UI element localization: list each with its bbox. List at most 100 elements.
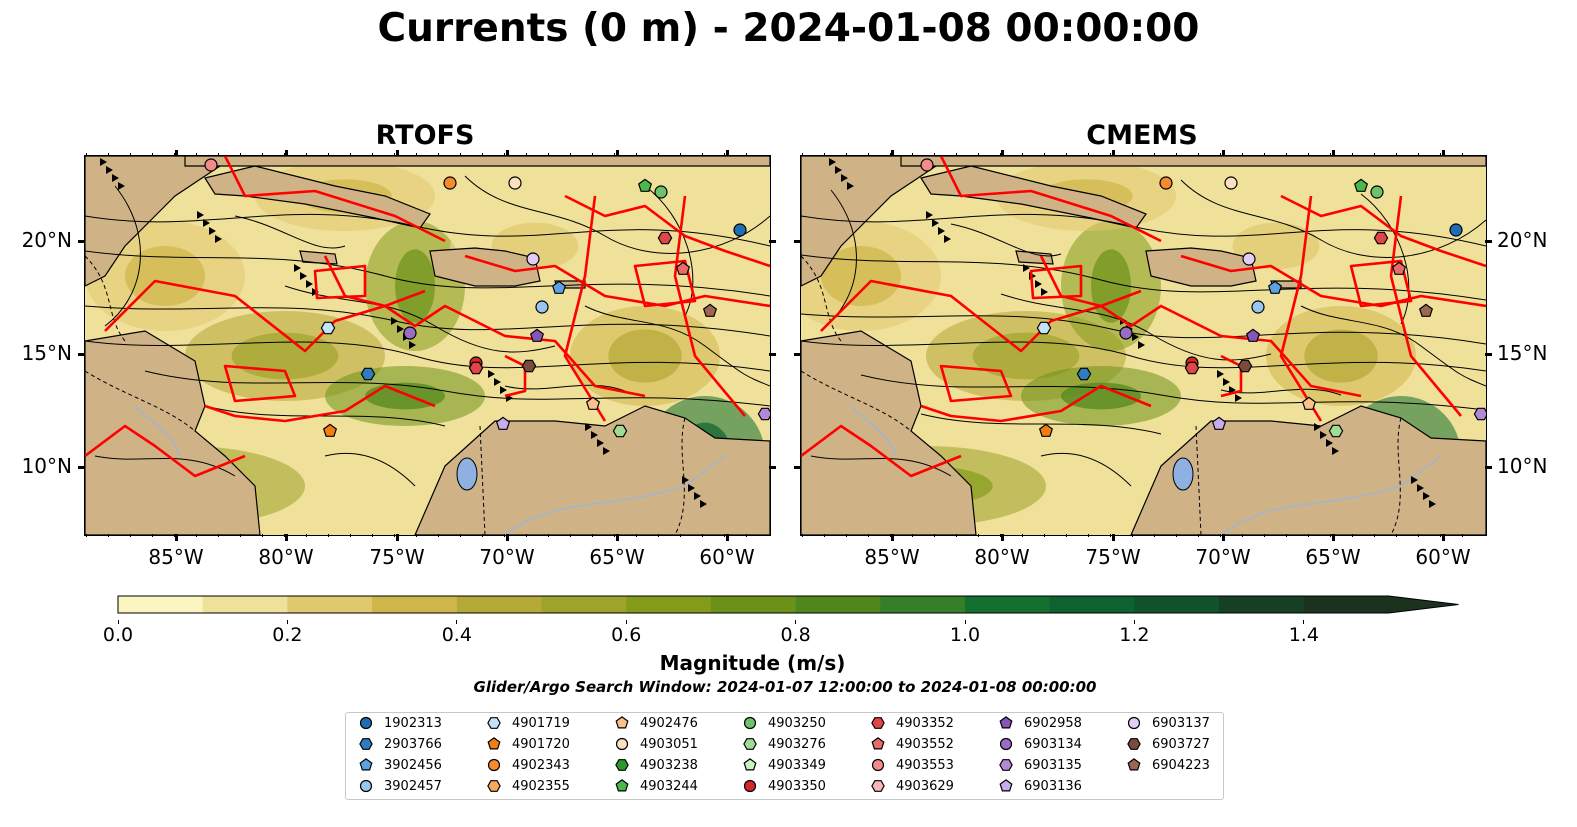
tick-mark: [1440, 153, 1441, 156]
legend-label: 4903553: [896, 757, 954, 773]
tick-mark: [306, 534, 307, 537]
tick-mark: [824, 153, 825, 156]
land-polygon: [900, 156, 1486, 167]
tick-mark: [284, 534, 285, 537]
platform-marker-4903552: [675, 261, 691, 275]
circle-marker-icon: [1127, 716, 1141, 730]
pentagon-marker-icon: [1127, 758, 1141, 771]
tick-mark: [130, 153, 131, 156]
colorbar-segment: [710, 596, 797, 613]
tick-mark: [548, 534, 549, 537]
colorbar-extend-arrow: [1388, 596, 1459, 613]
tick-mark: [240, 534, 241, 537]
tick-mark: [174, 153, 175, 156]
tick-mark: [1000, 534, 1001, 537]
tick-mark: [934, 534, 935, 537]
legend-label: 3902457: [384, 778, 442, 794]
tick-mark: [262, 534, 263, 537]
platform-marker-4903051: [1224, 176, 1238, 190]
colorbar-segment: [626, 596, 712, 613]
tick-mark: [846, 153, 847, 156]
tick-mark: [1154, 153, 1155, 156]
colorbar-tick-mark: [286, 620, 288, 624]
lon-tick-label: 70°W: [1195, 545, 1251, 569]
tick-mark: [1418, 534, 1419, 537]
colorbar-segment: [795, 596, 881, 613]
tick-mark: [956, 534, 957, 537]
panel-title-cmems: CMEMS: [1086, 120, 1198, 151]
platform-marker-6903136: [495, 416, 511, 430]
tick-mark: [1396, 153, 1397, 156]
tick-mark: [868, 153, 869, 156]
tick-mark: [702, 153, 703, 156]
tick-mark: [636, 153, 637, 156]
colorbar-ticks: 0.0 0.2 0.4 0.6 0.8 1.0 1.2 1.4: [0, 620, 1577, 650]
tick-mark: [1286, 153, 1287, 156]
legend-item: 4903629: [870, 778, 954, 794]
tick-mark: [1198, 534, 1199, 537]
platform-marker-4903352: [468, 361, 484, 375]
tick-mark: [504, 534, 505, 537]
tick-mark: [890, 153, 891, 156]
tick-mark: [1088, 153, 1089, 156]
tick-mark: [824, 534, 825, 537]
tick-mark: [78, 240, 85, 243]
tick-mark: [1066, 153, 1067, 156]
tick-mark: [504, 153, 505, 156]
tick-mark: [1330, 534, 1331, 537]
legend-item: 2903766: [358, 736, 442, 752]
tick-mark: [108, 534, 109, 537]
platform-marker-3902457: [535, 300, 549, 314]
legend-label: 4903629: [896, 778, 954, 794]
colorbar-tick-mark: [1303, 620, 1305, 624]
legend-item: 4903350: [742, 778, 826, 794]
tick-mark: [1176, 153, 1177, 156]
tick-mark: [285, 150, 288, 156]
tick-mark: [636, 534, 637, 537]
tick-mark: [328, 534, 329, 537]
tick-mark: [570, 153, 571, 156]
land-polygon: [184, 156, 770, 167]
tick-mark: [416, 153, 417, 156]
hexagon-marker-icon: [871, 717, 885, 729]
lon-tick-label: 75°W: [369, 545, 425, 569]
legend-label: 4903238: [640, 757, 698, 773]
tick-mark: [1044, 153, 1045, 156]
tick-mark: [262, 153, 263, 156]
tick-mark: [548, 153, 549, 156]
legend-item: 4903276: [742, 736, 826, 752]
tick-mark: [846, 534, 847, 537]
tick-mark: [240, 153, 241, 156]
tick-mark: [506, 534, 509, 541]
colorbar-segment: [456, 596, 542, 613]
platform-marker-3902456: [551, 280, 567, 294]
platform-marker-6903137: [526, 252, 540, 266]
tick-mark: [1485, 353, 1492, 356]
tick-mark: [1110, 534, 1111, 537]
tick-mark: [1022, 153, 1023, 156]
platform-marker-4902476: [1301, 396, 1317, 410]
tick-mark: [350, 534, 351, 537]
tick-mark: [438, 153, 439, 156]
colorbar: [117, 595, 1459, 614]
colorbar-segment: [118, 596, 204, 613]
lon-tick-label: 60°W: [1415, 545, 1471, 569]
colorbar-tick-label: 1.0: [949, 624, 981, 646]
tick-mark: [868, 534, 869, 537]
tick-mark: [726, 150, 729, 156]
colorbar-segment: [965, 596, 1051, 613]
tick-mark: [86, 534, 87, 537]
panel-title-rtofs: RTOFS: [375, 120, 475, 151]
tick-mark: [724, 534, 725, 537]
legend-item: 4901719: [486, 715, 570, 731]
tick-mark: [1286, 534, 1287, 537]
colorbar-tick-mark: [964, 620, 966, 624]
colorbar-segment: [287, 596, 373, 613]
platform-marker-4901719: [320, 321, 336, 335]
legend-label: 1902313: [384, 715, 442, 731]
platform-marker-6904223: [1418, 303, 1434, 317]
tick-mark: [1220, 534, 1221, 537]
legend-label: 4903349: [768, 757, 826, 773]
land-polygon: [414, 405, 770, 535]
colorbar-segment: [1049, 596, 1135, 613]
